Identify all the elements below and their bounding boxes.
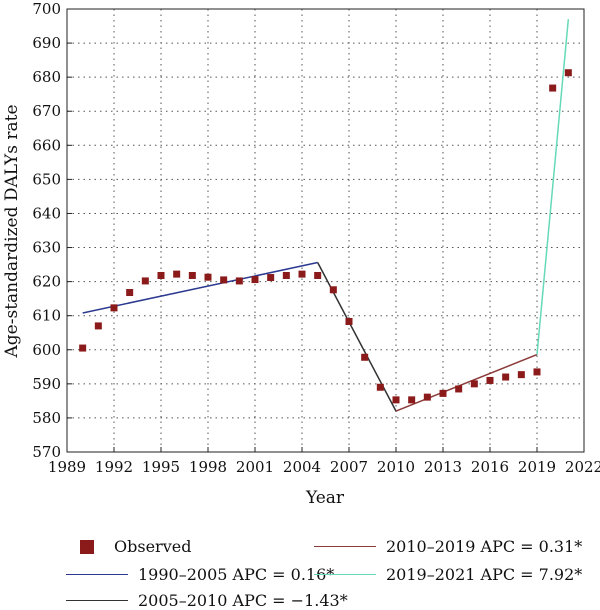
- observed-point: [345, 317, 353, 325]
- y-tick-label: 640: [32, 204, 61, 222]
- x-tick-label: 1998: [189, 458, 227, 476]
- observed-point: [110, 304, 118, 312]
- x-tick-label: 2022: [565, 458, 600, 476]
- y-tick-label: 580: [32, 409, 61, 427]
- x-tick-label: 2001: [236, 458, 274, 476]
- legend: Observed 1990–2005 APC = 0.16* 2005–2010…: [0, 520, 600, 610]
- observed-point: [204, 273, 212, 281]
- legend-item-segment-1: 1990–2005 APC = 0.16*: [66, 565, 334, 584]
- observed-point: [314, 271, 322, 279]
- observed-point: [455, 385, 463, 393]
- observed-point: [408, 396, 416, 404]
- x-tick-label: 2019: [518, 458, 556, 476]
- observed-point: [533, 368, 541, 376]
- x-tick-label: 2004: [283, 458, 321, 476]
- x-tick-label: 2013: [424, 458, 462, 476]
- y-tick-label: 620: [32, 273, 61, 291]
- y-ticks: 570 580 590 600 610 620 630 640 650 660 670 680 690 7…: [32, 0, 72, 461]
- grid: [67, 9, 584, 452]
- observed-point: [392, 396, 400, 404]
- legend-item-segment-3: 2010–2019 APC = 0.31*: [314, 537, 582, 556]
- y-tick-label: 690: [32, 34, 61, 52]
- legend-item-segment-4: 2019–2021 APC = 7.92*: [314, 565, 582, 584]
- observed-point: [220, 276, 228, 284]
- observed-point: [470, 380, 478, 388]
- x-tick-label: 2016: [471, 458, 509, 476]
- segment-2-swatch: [66, 600, 128, 601]
- legend-label-observed: Observed: [114, 537, 192, 556]
- observed-point: [439, 389, 447, 397]
- y-tick-label: 610: [32, 307, 61, 325]
- observed-point: [486, 376, 494, 384]
- observed-point: [126, 289, 134, 297]
- x-axis-title: Year: [305, 488, 345, 508]
- x-tick-label: 2010: [377, 458, 415, 476]
- x-ticks: 1989 1992 1995 1998 2001 2004 2007 2010 2013 2016…: [48, 447, 600, 476]
- observed-swatch: [80, 539, 94, 554]
- observed-point: [94, 322, 102, 330]
- observed-point: [564, 69, 572, 77]
- observed-point: [157, 271, 165, 279]
- legend-label-segment-3: 2010–2019 APC = 0.31*: [386, 537, 583, 556]
- chart: 570 580 590 600 610 620 630 640 650 660 670 680 690 7…: [2, 0, 600, 508]
- x-tick-label: 2007: [330, 458, 368, 476]
- trend-segments: [82, 19, 570, 412]
- observed-point: [188, 271, 196, 279]
- observed-point: [79, 344, 87, 352]
- observed-point: [267, 274, 275, 282]
- legend-item-segment-2: 2005–2010 APC = −1.43*: [66, 591, 348, 610]
- legend-label-segment-1: 1990–2005 APC = 0.16*: [138, 565, 335, 584]
- y-tick-label: 650: [32, 170, 61, 188]
- y-tick-label: 630: [32, 239, 61, 257]
- observed-point: [329, 286, 337, 294]
- observed-point: [235, 277, 243, 285]
- y-tick-label: 590: [32, 375, 61, 393]
- observed-point: [282, 271, 290, 279]
- observed-point: [517, 371, 525, 379]
- observed-point: [298, 270, 306, 278]
- x-tick-label: 1989: [48, 458, 86, 476]
- trend-segment-4: [536, 19, 570, 355]
- trend-segment-1: [82, 261, 318, 314]
- legend-item-observed: Observed: [72, 537, 191, 556]
- observed-point: [361, 353, 369, 361]
- segment-3-swatch: [314, 546, 376, 547]
- observed-point: [423, 393, 431, 401]
- legend-label-segment-4: 2019–2021 APC = 7.92*: [386, 565, 583, 584]
- y-axis-title: Age-standardized DALYs rate: [2, 105, 22, 359]
- plot-frame: [66, 8, 585, 453]
- observed-point: [376, 383, 384, 391]
- y-tick-label: 600: [32, 341, 61, 359]
- trend-segment-3: [395, 353, 538, 412]
- x-tick-label: 1992: [95, 458, 133, 476]
- y-tick-label: 670: [32, 102, 61, 120]
- observed-point: [141, 277, 149, 285]
- observed-points: [79, 69, 572, 404]
- y-tick-label: 700: [32, 0, 61, 18]
- legend-label-segment-2: 2005–2010 APC = −1.43*: [138, 591, 348, 610]
- x-tick-label: 1995: [142, 458, 180, 476]
- segment-4-swatch: [314, 574, 376, 575]
- observed-point: [502, 373, 510, 381]
- y-tick-label: 680: [32, 68, 61, 86]
- observed-point: [173, 270, 181, 278]
- observed-point: [549, 84, 557, 92]
- y-tick-label: 570: [32, 443, 61, 461]
- observed-point: [251, 276, 259, 284]
- trend-segment-2: [317, 262, 397, 412]
- y-tick-label: 660: [32, 136, 61, 154]
- segment-1-swatch: [66, 574, 128, 575]
